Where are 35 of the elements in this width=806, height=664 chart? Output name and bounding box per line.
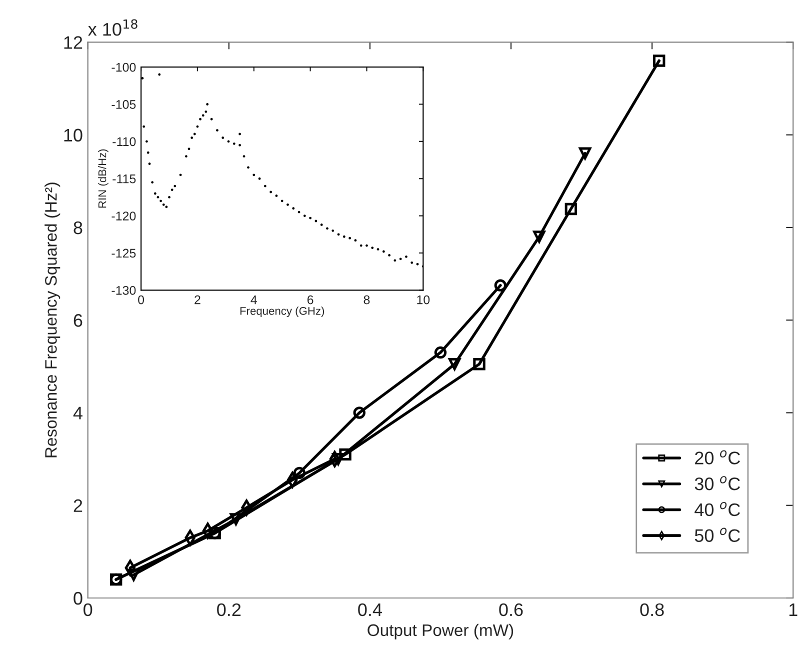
x-axis-title: Frequency (GHz) [240,306,324,318]
y-tick-label: -125 [112,248,136,258]
x-tick-label: 1 [789,604,798,616]
legend-label: 50 $^{o}$C [694,528,740,542]
x-axis-title: Output Power (mW) [368,624,514,640]
y-tick-label: 0 [74,592,82,605]
y-tick-label: -105 [112,100,136,109]
y-tick-label: -130 [112,286,136,295]
y-tick-label: -115 [112,174,136,184]
y-tick-label: 2 [74,499,82,512]
x-tick-label: 0 [84,603,92,616]
x-tick-label: 0.6 [499,603,523,616]
legend-label: 20 $^{o}$C [695,450,740,464]
y-tick-label: 12 [64,36,82,49]
x-tick-label: 0 [138,295,144,304]
y-tick-label: 4 [73,406,82,420]
x-tick-label: 0.8 [640,603,664,616]
x-tick-label: 6 [307,295,314,304]
y-tick-label: 10 [64,128,82,142]
y-tick-label: -100 [112,62,136,72]
y-axis-title: RIN (dB/Hz) [98,149,108,208]
y-axis-title: Resonance Frequency Squared (Hz²) [44,182,60,458]
legend-label: 30 $^{o}$C [694,476,740,490]
x-tick-label: 2 [194,295,200,304]
y-tick-label: -110 [112,137,136,146]
text: x 10$^{18}$ [88,19,138,36]
x-tick-label: 4 [250,295,257,304]
x-tick-label: 0.4 [358,603,382,616]
y-tick-label: 6 [74,314,82,327]
x-tick-label: 0.2 [217,603,241,616]
y-tick-label: 8 [74,221,82,234]
x-tick-label: 8 [364,295,370,304]
legend-label: 40 $^{o}$C [694,502,740,516]
y-tick-label: -120 [112,212,136,220]
x-tick-label: 10 [417,295,430,304]
